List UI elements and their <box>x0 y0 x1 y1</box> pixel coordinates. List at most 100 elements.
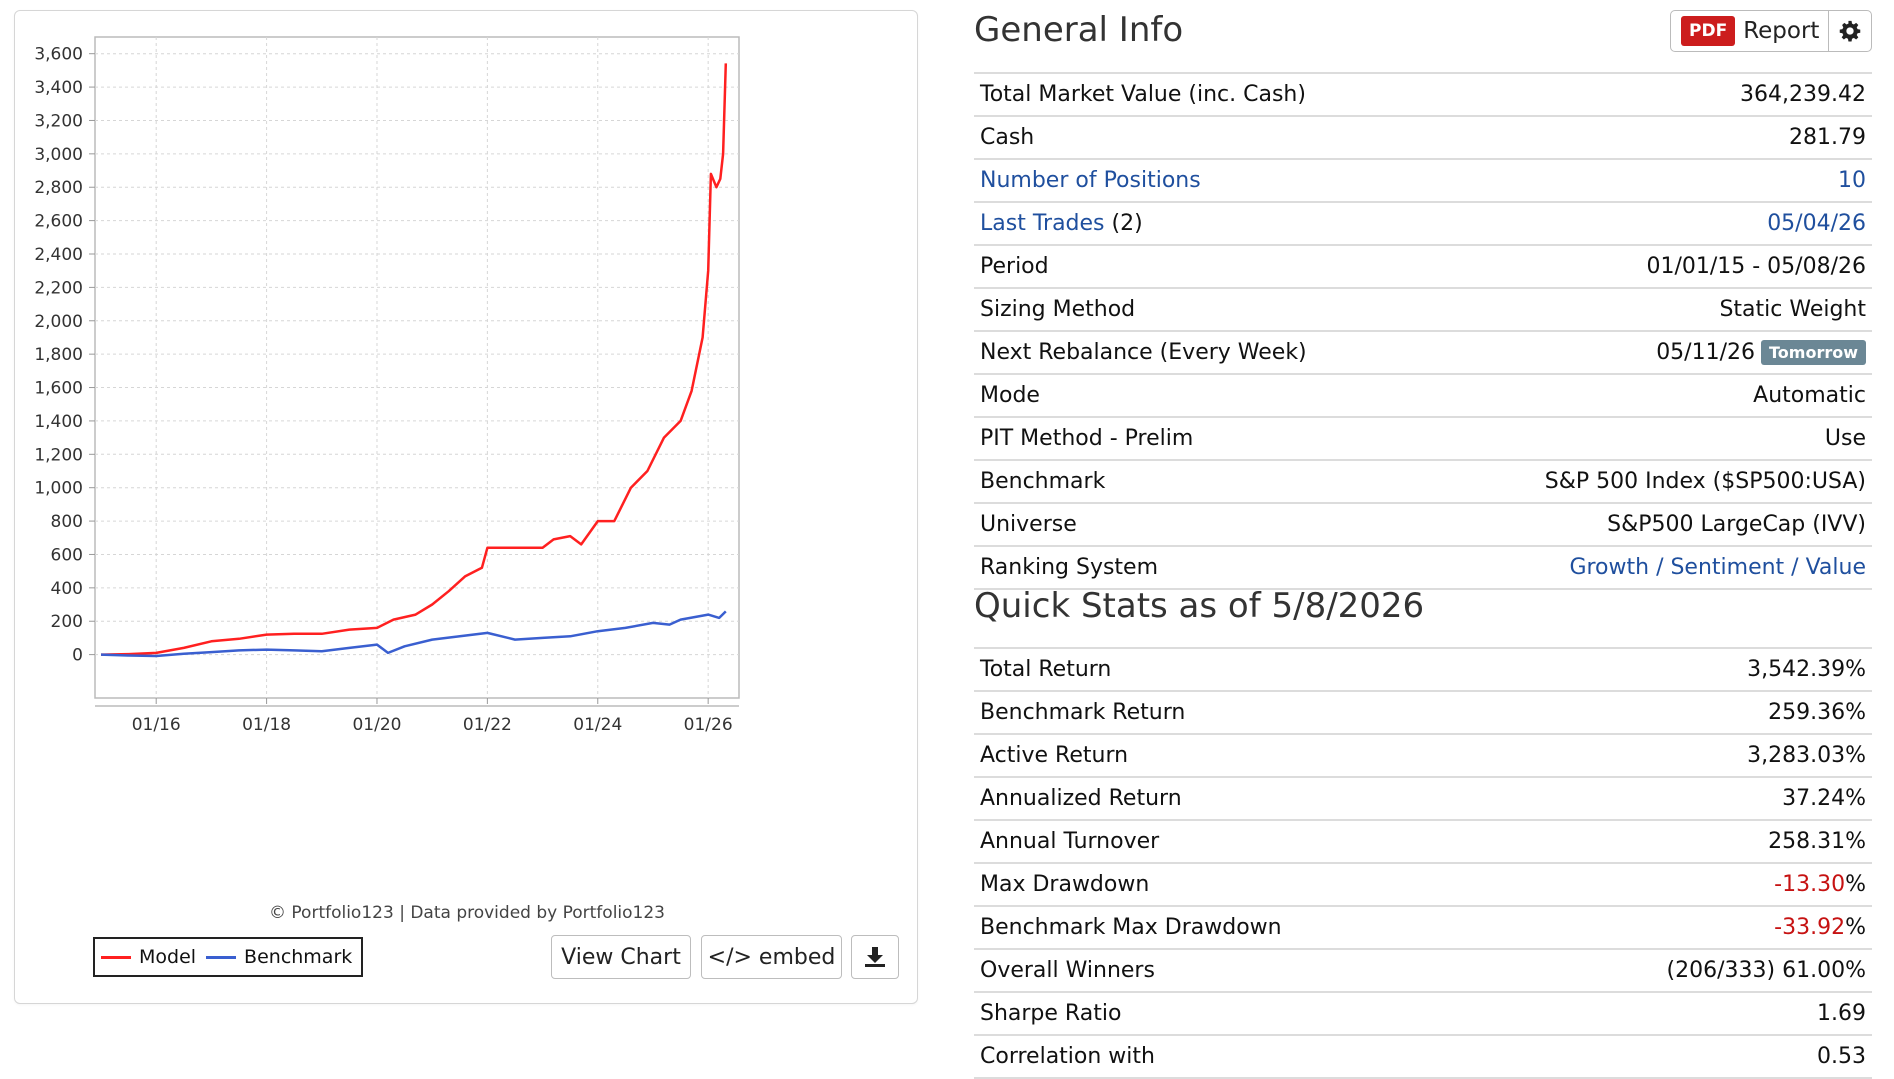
pdf-report-button[interactable]: PDF Report <box>1671 11 1828 51</box>
row-label: Active Return <box>974 733 1511 777</box>
ranking-system-link[interactable]: Growth / Sentiment / Value <box>1569 555 1866 580</box>
row-value: 364,239.42 <box>1426 72 1872 116</box>
row-max-drawdown: Max Drawdown -13.30% <box>974 862 1872 906</box>
row-label: PIT Method - Prelim <box>974 416 1427 460</box>
general-info-table: Total Market Value (inc. Cash) 364,239.4… <box>974 72 1872 590</box>
row-value: 01/01/15 - 05/08/26 <box>1426 244 1872 288</box>
y-tick-label: 3,400 <box>34 78 83 98</box>
legend-swatch-model <box>101 955 131 959</box>
x-tick-label: 01/18 <box>242 715 291 735</box>
download-button[interactable] <box>851 935 899 979</box>
y-tick-label: 2,800 <box>34 178 83 198</box>
row-label: Overall Winners <box>974 948 1511 992</box>
legend-item-benchmark: Benchmark <box>206 946 352 968</box>
row-label: Universe <box>974 502 1427 546</box>
positions-count-link[interactable]: 10 <box>1838 168 1866 193</box>
row-label: Period <box>974 244 1427 288</box>
percent-sign: % <box>1845 915 1866 940</box>
row-total-return: Total Return 3,542.39% <box>974 647 1872 691</box>
report-label: Report <box>1743 18 1820 44</box>
next-rebalance-date: 05/11/26 <box>1656 339 1755 365</box>
report-settings-button[interactable] <box>1828 11 1871 51</box>
row-value: 1.69 <box>1510 991 1872 1035</box>
row-sizing-method: Sizing Method Static Weight <box>974 287 1872 331</box>
row-label: Ranking System <box>974 545 1427 590</box>
chart-panel: 0 200 400 600 800 1,000 1,200 1,400 1,600 1,800 2,… <box>14 10 918 1004</box>
gear-icon <box>1839 20 1861 42</box>
row-period: Period 01/01/15 - 05/08/26 <box>974 244 1872 288</box>
percent-sign: % <box>1845 872 1866 897</box>
quick-stats-title: Quick Stats as of 5/8/2026 <box>974 586 1425 626</box>
y-tick-label: 2,200 <box>34 278 83 298</box>
row-next-rebalance: Next Rebalance (Every Week) 05/11/26 Tomo… <box>974 330 1872 374</box>
chart-credit: © Portfolio123 | Data provided by Portfo… <box>269 903 665 923</box>
row-cash: Cash 281.79 <box>974 115 1872 159</box>
row-value-cell: -33.92% <box>1510 905 1872 949</box>
row-total-market-value: Total Market Value (inc. Cash) 364,239.4… <box>974 72 1872 116</box>
row-pit-method: PIT Method - Prelim Use <box>974 416 1872 460</box>
view-chart-button[interactable]: View Chart <box>551 935 691 979</box>
row-last-trades: Last Trades (2) 05/04/26 <box>974 201 1872 245</box>
series-line-benchmark <box>100 610 727 658</box>
y-tick-label: 200 <box>51 612 83 632</box>
row-sharpe-ratio: Sharpe Ratio 1.69 <box>974 991 1872 1035</box>
last-trade-date-link[interactable]: 05/04/26 <box>1767 211 1866 236</box>
row-mode: Mode Automatic <box>974 373 1872 417</box>
row-label: Total Return <box>974 647 1511 691</box>
y-tick-label: 3,600 <box>34 45 83 65</box>
report-button-group: PDF Report <box>1670 10 1872 52</box>
row-overall-winners: Overall Winners (206/333) 61.00% <box>974 948 1872 992</box>
row-label: Sharpe Ratio <box>974 991 1511 1035</box>
embed-button[interactable]: </> embed <box>701 935 842 979</box>
row-value: 3,542.39% <box>1510 647 1872 691</box>
chart-legend: Model Benchmark <box>93 937 363 977</box>
row-label: Mode <box>974 373 1427 417</box>
x-tick-label: 01/24 <box>573 715 622 735</box>
max-drawdown-value: -13.30 <box>1774 872 1846 897</box>
y-tick-label: 3,200 <box>34 111 83 131</box>
row-annualized-return: Annualized Return 37.24% <box>974 776 1872 820</box>
row-label: Sizing Method <box>974 287 1427 331</box>
pdf-badge: PDF <box>1681 16 1736 46</box>
y-tick-label: 2,600 <box>34 212 83 232</box>
row-label: Benchmark <box>974 459 1427 503</box>
row-number-of-positions: Number of Positions 10 <box>974 158 1872 202</box>
row-value: (206/333) 61.00% <box>1510 948 1872 992</box>
row-value-cell: Growth / Sentiment / Value <box>1426 545 1872 590</box>
row-value: 281.79 <box>1426 115 1872 159</box>
legend-item-model: Model <box>101 946 196 968</box>
y-tick-label: 400 <box>51 579 83 599</box>
row-label: Benchmark Return <box>974 690 1511 734</box>
y-tick-label: 0 <box>72 646 83 666</box>
row-value-cell: 05/11/26 Tomorrow <box>1426 330 1872 374</box>
legend-label-benchmark: Benchmark <box>244 946 353 968</box>
row-value: Automatic <box>1426 373 1872 417</box>
legend-label-model: Model <box>139 946 197 968</box>
x-tick-label: 01/26 <box>684 715 733 735</box>
row-label: Benchmark Max Drawdown <box>974 905 1511 949</box>
y-tick-label: 3,000 <box>34 145 83 165</box>
row-label: Annual Turnover <box>974 819 1511 863</box>
series-line-model <box>100 63 728 656</box>
benchmark-max-drawdown-value: -33.92 <box>1774 915 1846 940</box>
performance-chart: 0 200 400 600 800 1,000 1,200 1,400 1,600 1,800 2,… <box>34 36 740 735</box>
row-value: S&P 500 Index ($SP500:USA) <box>1426 459 1872 503</box>
y-tick-label: 1,200 <box>34 445 83 465</box>
row-ranking-system: Ranking System Growth / Sentiment / Valu… <box>974 545 1872 590</box>
row-value-cell: 05/04/26 <box>1426 201 1872 245</box>
row-benchmark: Benchmark S&P 500 Index ($SP500:USA) <box>974 459 1872 503</box>
row-annual-turnover: Annual Turnover 258.31% <box>974 819 1872 863</box>
row-benchmark-max-drawdown: Benchmark Max Drawdown -33.92% <box>974 905 1872 949</box>
row-label: Cash <box>974 115 1427 159</box>
last-trades-link[interactable]: Last Trades <box>980 211 1105 236</box>
y-tick-label: 2,400 <box>34 245 83 265</box>
row-value: S&P500 LargeCap (IVV) <box>1426 502 1872 546</box>
row-value: 258.31% <box>1510 819 1872 863</box>
row-label-cell: Last Trades (2) <box>974 201 1427 245</box>
row-universe: Universe S&P500 LargeCap (IVV) <box>974 502 1872 546</box>
number-of-positions-link[interactable]: Number of Positions <box>980 168 1201 193</box>
x-tick-label: 01/20 <box>352 715 401 735</box>
y-tick-label: 1,800 <box>34 345 83 365</box>
plot-area <box>94 36 740 699</box>
row-benchmark-return: Benchmark Return 259.36% <box>974 690 1872 734</box>
